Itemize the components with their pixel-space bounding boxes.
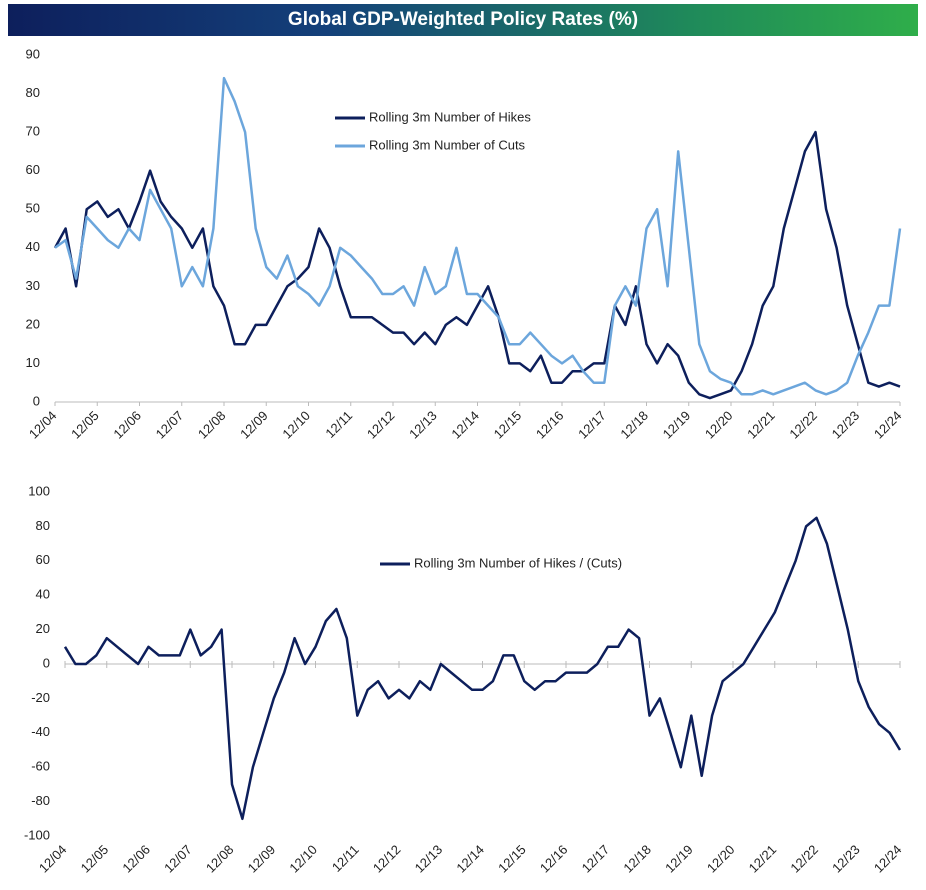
y-tick-label: 40 bbox=[26, 239, 40, 254]
x-tick-label: 12/22 bbox=[786, 408, 820, 442]
y-tick-label: 0 bbox=[43, 655, 50, 670]
x-tick-label: 12/06 bbox=[119, 842, 153, 876]
x-tick-label: 12/15 bbox=[495, 842, 529, 876]
x-tick-label: 12/17 bbox=[575, 408, 609, 442]
y-tick-label: 70 bbox=[26, 124, 40, 139]
x-tick-label: 12/12 bbox=[364, 408, 398, 442]
x-tick-label: 12/07 bbox=[161, 842, 195, 876]
x-tick-label: 12/05 bbox=[68, 408, 102, 442]
y-tick-label: 30 bbox=[26, 278, 40, 293]
legend-label: Rolling 3m Number of Hikes / (Cuts) bbox=[414, 555, 622, 570]
y-tick-label: -20 bbox=[31, 690, 50, 705]
x-tick-label: 12/18 bbox=[617, 408, 651, 442]
x-tick-label: 12/13 bbox=[406, 408, 440, 442]
x-tick-label: 12/16 bbox=[533, 408, 567, 442]
x-tick-label: 12/16 bbox=[537, 842, 571, 876]
y-tick-label: 0 bbox=[33, 393, 40, 408]
x-tick-label: 12/05 bbox=[78, 842, 112, 876]
y-tick-label: 100 bbox=[28, 483, 50, 498]
x-tick-label: 12/20 bbox=[704, 842, 738, 876]
y-tick-label: 20 bbox=[26, 316, 40, 331]
x-tick-label: 12/14 bbox=[453, 842, 487, 876]
x-tick-label: 12/23 bbox=[829, 842, 863, 876]
x-tick-label: 12/06 bbox=[110, 408, 144, 442]
series-line bbox=[53, 130, 901, 400]
y-tick-label: 50 bbox=[26, 201, 40, 216]
x-tick-label: 12/14 bbox=[448, 408, 482, 442]
x-tick-label: 12/09 bbox=[245, 842, 279, 876]
x-tick-label: 12/09 bbox=[237, 408, 271, 442]
x-tick-label: 12/21 bbox=[746, 842, 780, 876]
y-tick-label: -80 bbox=[31, 793, 50, 808]
legend-label: Rolling 3m Number of Hikes bbox=[369, 109, 531, 124]
y-tick-label: -100 bbox=[24, 827, 50, 842]
y-tick-label: 20 bbox=[36, 621, 50, 636]
x-tick-label: 12/13 bbox=[412, 842, 446, 876]
y-tick-label: 90 bbox=[26, 46, 40, 61]
x-tick-label: 12/04 bbox=[36, 842, 70, 876]
y-tick-label: -40 bbox=[31, 724, 50, 739]
y-tick-label: 60 bbox=[36, 552, 50, 567]
x-tick-label: 12/24 bbox=[871, 842, 905, 876]
x-tick-label: 12/20 bbox=[702, 408, 736, 442]
title-bar: Global GDP-Weighted Policy Rates (%) bbox=[8, 4, 918, 36]
x-tick-label: 12/24 bbox=[871, 408, 905, 442]
x-tick-label: 12/15 bbox=[491, 408, 525, 442]
legend-label: Rolling 3m Number of Cuts bbox=[369, 137, 526, 152]
x-tick-label: 12/08 bbox=[195, 408, 229, 442]
y-tick-label: 80 bbox=[36, 518, 50, 533]
series-line bbox=[54, 76, 902, 396]
x-tick-label: 12/11 bbox=[322, 408, 355, 441]
x-tick-label: 12/12 bbox=[370, 842, 404, 876]
x-tick-label: 12/19 bbox=[662, 842, 696, 876]
y-tick-label: 80 bbox=[26, 85, 40, 100]
y-tick-label: 40 bbox=[36, 587, 50, 602]
x-tick-label: 12/18 bbox=[620, 842, 654, 876]
y-tick-label: 10 bbox=[26, 355, 40, 370]
x-tick-label: 12/21 bbox=[744, 408, 778, 442]
x-tick-label: 12/17 bbox=[579, 842, 613, 876]
y-tick-label: 60 bbox=[26, 162, 40, 177]
y-tick-label: -60 bbox=[31, 759, 50, 774]
x-tick-label: 12/10 bbox=[286, 842, 320, 876]
x-tick-label: 12/19 bbox=[660, 408, 694, 442]
x-tick-label: 12/10 bbox=[279, 408, 313, 442]
x-tick-label: 12/07 bbox=[153, 408, 187, 442]
series-line bbox=[63, 516, 902, 821]
x-tick-label: 12/04 bbox=[26, 408, 60, 442]
x-tick-label: 12/08 bbox=[203, 842, 237, 876]
x-tick-label: 12/22 bbox=[787, 842, 821, 876]
x-tick-label: 12/11 bbox=[329, 842, 362, 875]
x-tick-label: 12/23 bbox=[829, 408, 863, 442]
